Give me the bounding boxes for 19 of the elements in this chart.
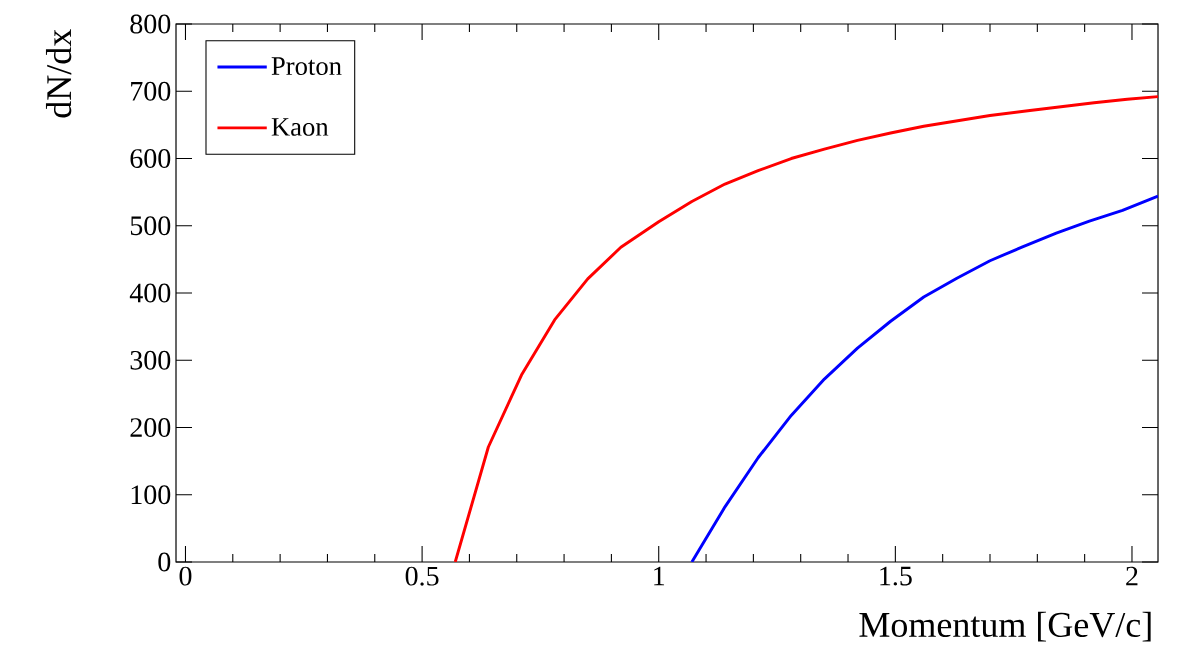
- line-series: [690, 194, 1159, 562]
- x-tick-label: 0.5: [405, 566, 439, 586]
- y-tick-label: 500: [130, 216, 171, 236]
- x-axis-title: Momentum [GeV/c]: [859, 611, 1151, 642]
- y-axis-title: dN/dx: [45, 29, 72, 118]
- x-tick-label: 1: [654, 566, 665, 586]
- y-tick-label: 200: [130, 418, 171, 437]
- legend-label: Proton: [271, 57, 342, 76]
- y-tick-label: 0: [158, 552, 171, 572]
- y-tick-label: 800: [130, 14, 171, 34]
- x-tick-label: 0: [179, 566, 192, 586]
- y-tick-label: 300: [130, 350, 171, 370]
- y-tick-label: 700: [131, 81, 171, 101]
- y-tick-label: 100: [131, 485, 171, 505]
- legend-label: Kaon: [271, 118, 329, 136]
- x-tick-label: 1.5: [880, 566, 912, 586]
- y-tick-label: 400: [129, 283, 171, 303]
- x-tick-label: 2: [1126, 566, 1138, 586]
- y-tick-label: 600: [130, 149, 171, 168]
